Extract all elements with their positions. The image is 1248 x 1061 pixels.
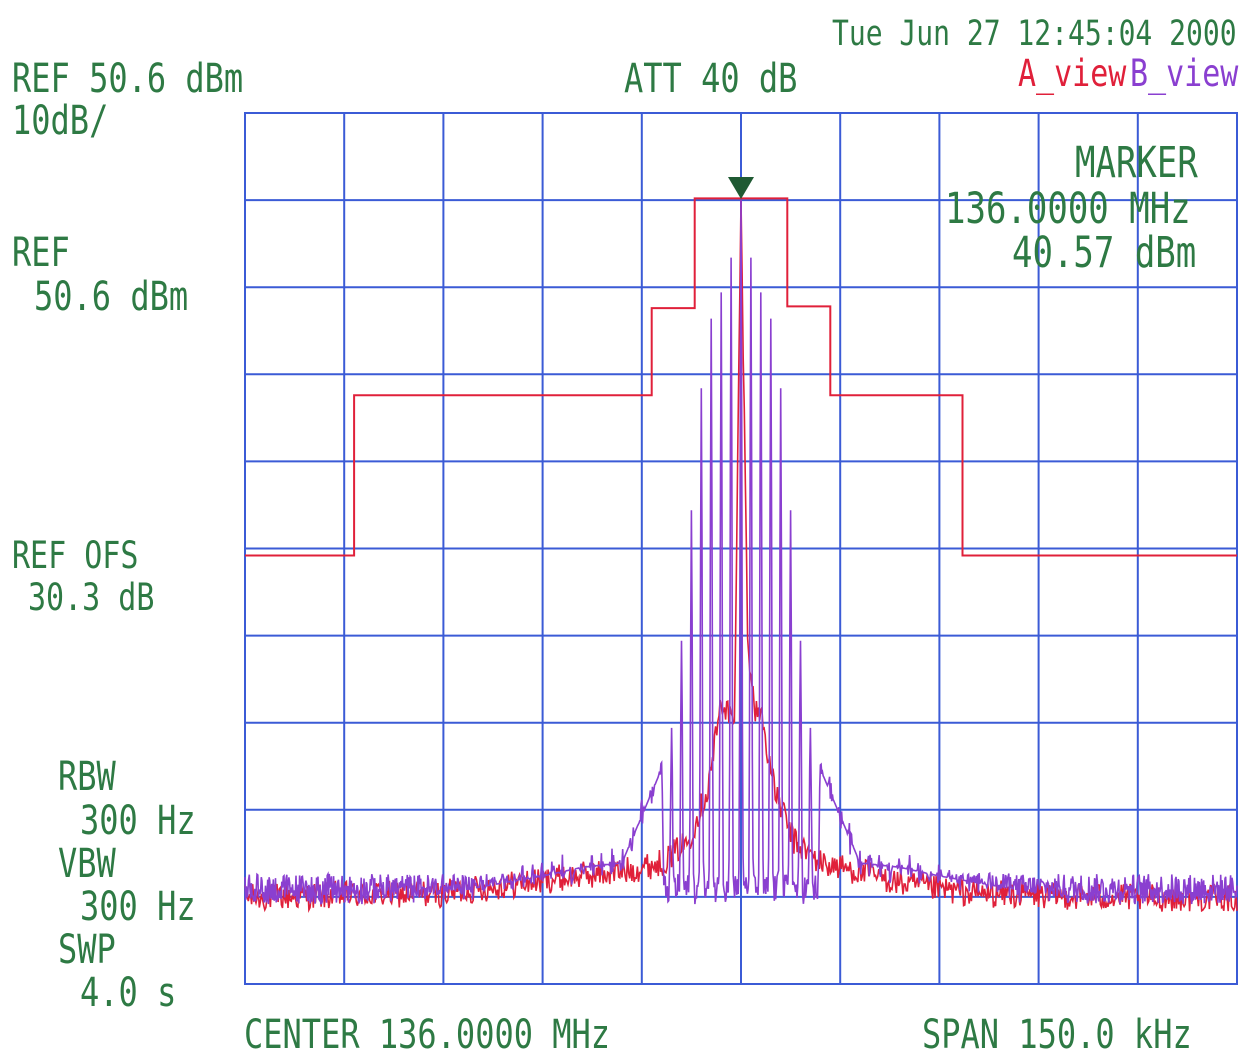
view-b-legend: B_view [1130, 52, 1239, 96]
timestamp: Tue Jun 27 12:45:04 2000 [832, 12, 1237, 54]
attenuation: ATT 40 dB [624, 54, 798, 102]
rbw-value: 300 Hz [80, 796, 196, 844]
marker-triangle-icon [728, 177, 754, 199]
trace-b-view [244, 200, 1238, 905]
ref-label: REF [12, 228, 70, 276]
marker-level: 40.57 dBm [1012, 228, 1197, 279]
ref-level-header: REF 50.6 dBm [12, 54, 244, 102]
vbw-label: VBW [58, 839, 116, 887]
view-a-legend: A_view [1018, 52, 1127, 96]
ref-offset-value: 30.3 dB [28, 576, 155, 620]
grid [245, 113, 1237, 984]
vbw-value: 300 Hz [80, 882, 196, 930]
frequency-span: SPAN 150.0 kHz [922, 1010, 1192, 1058]
sweep-label: SWP [58, 925, 116, 973]
scale-per-division: 10dB/ [12, 96, 109, 144]
ref-value: 50.6 dBm [34, 272, 189, 320]
sweep-value: 4.0 s [80, 968, 177, 1016]
center-frequency: CENTER 136.0000 MHz [244, 1010, 611, 1058]
rbw-label: RBW [58, 752, 116, 800]
marker-title: MARKER [1075, 138, 1198, 189]
marker-frequency: 136.0000 MHz [945, 184, 1191, 235]
ref-offset-label: REF OFS [12, 534, 139, 578]
